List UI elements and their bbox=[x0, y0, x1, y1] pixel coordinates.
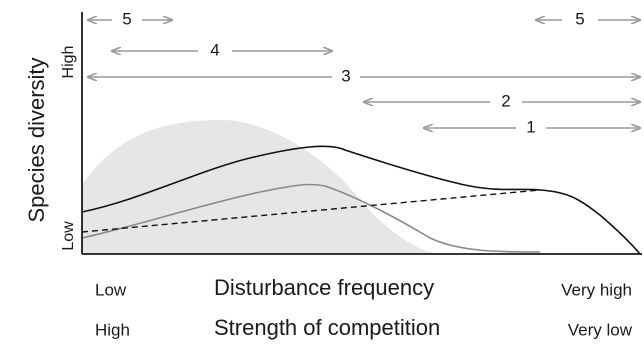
range-label-1: 1 bbox=[526, 117, 535, 136]
x-axis-2-left-label: High bbox=[95, 320, 130, 339]
x-axis-2-title: Strength of competition bbox=[214, 315, 440, 340]
range-label-5-left: 5 bbox=[122, 9, 131, 28]
x-axis-1-title: Disturbance frequency bbox=[214, 275, 434, 300]
range-label-5-right: 5 bbox=[575, 9, 584, 28]
range-arrows: 5 5 4 3 2 1 bbox=[88, 9, 640, 136]
range-label-2: 2 bbox=[501, 91, 510, 110]
x-axis-1-right-label: Very high bbox=[561, 280, 632, 299]
x-axis-1-left-label: Low bbox=[95, 280, 127, 299]
shaded-region bbox=[82, 120, 442, 254]
y-axis-title: Species diversity bbox=[24, 57, 49, 222]
y-axis-high-label: High bbox=[60, 46, 77, 79]
range-arrow-2: 2 bbox=[364, 91, 640, 110]
range-arrow-1: 1 bbox=[424, 117, 640, 136]
curve-main bbox=[81, 145, 641, 255]
y-axis-low-label: Low bbox=[60, 221, 77, 251]
range-label-3: 3 bbox=[341, 66, 350, 85]
range-arrow-4: 4 bbox=[112, 40, 332, 59]
range-label-4: 4 bbox=[210, 40, 219, 59]
range-arrow-5-right: 5 bbox=[536, 9, 640, 28]
range-arrow-5-left: 5 bbox=[88, 9, 172, 28]
curve-dashed bbox=[81, 189, 541, 233]
range-arrow-3: 3 bbox=[88, 66, 640, 85]
curve-grey bbox=[81, 183, 541, 253]
x-axis-2-right-label: Very low bbox=[568, 320, 633, 339]
